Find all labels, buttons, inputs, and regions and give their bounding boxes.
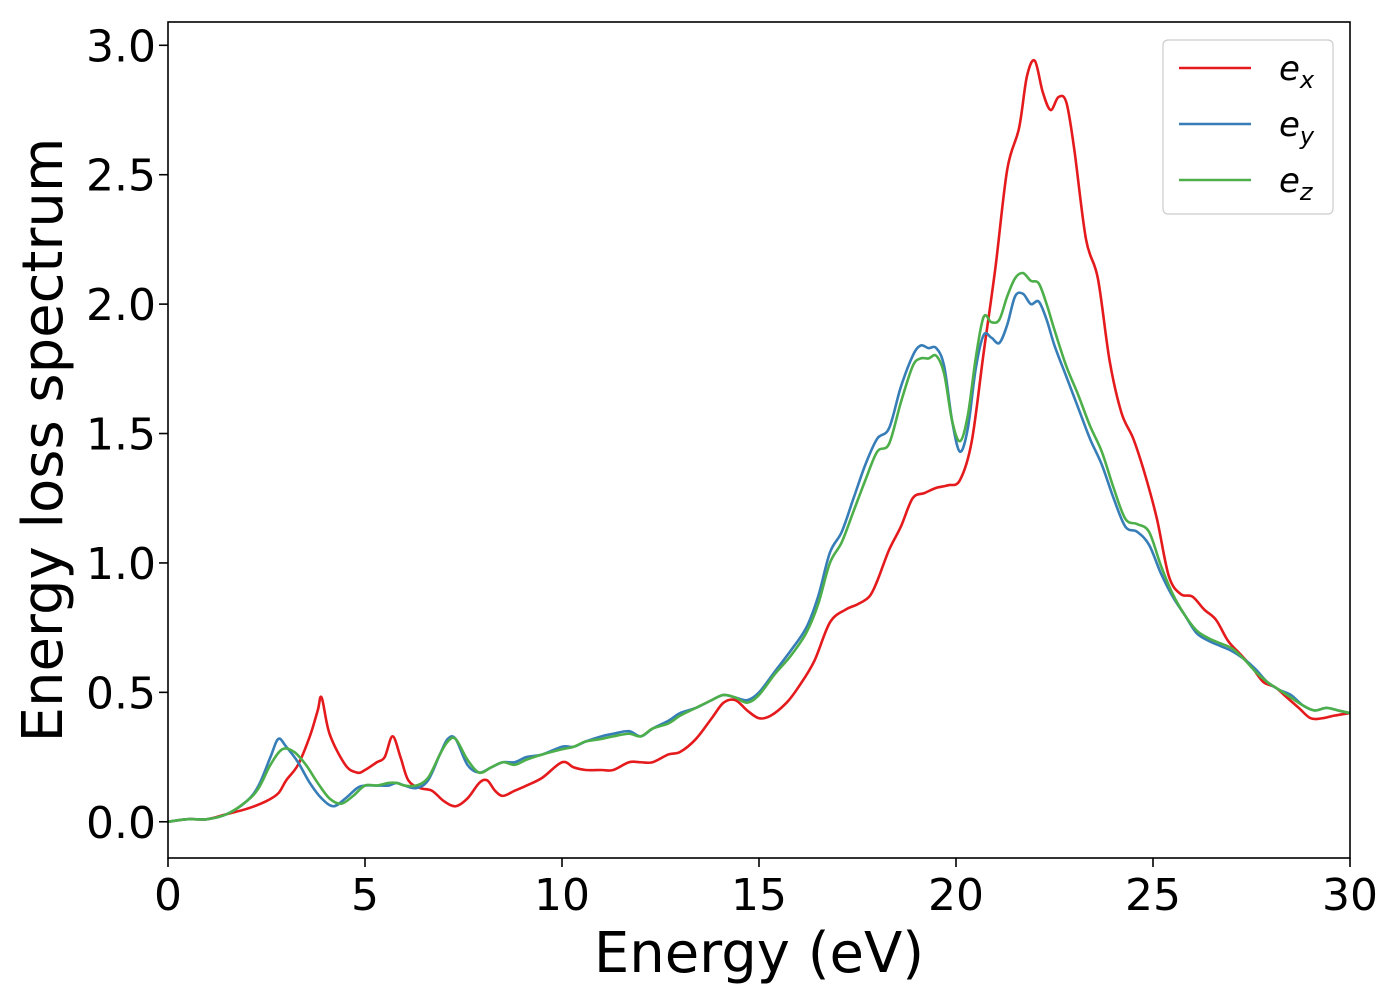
x-tick-label: 15	[731, 870, 787, 921]
legend-label-y: ey	[1279, 105, 1315, 150]
series-line-y	[168, 291, 1350, 824]
y-tick-label: 1.0	[86, 539, 156, 590]
y-axis-ticks: 0.0 0.5 1.0 1.5 2.0 2.5 3.0	[86, 21, 168, 849]
series-layer	[168, 58, 1350, 824]
y-tick-label: 3.0	[86, 21, 156, 72]
legend-label-main: e	[1279, 161, 1300, 201]
legend-box	[1162, 39, 1334, 215]
y-tick-label: 0.5	[86, 668, 156, 719]
y-tick-label: 2.5	[86, 151, 156, 202]
y-tick-label: 0.0	[86, 798, 156, 849]
legend-label-sub: x	[1299, 66, 1315, 94]
legend-label-z: ez	[1279, 161, 1314, 206]
x-tick-label: 10	[534, 870, 590, 921]
x-axis-label: Energy (eV)	[594, 921, 924, 986]
x-tick-label: 25	[1125, 870, 1181, 921]
series-line-z	[168, 271, 1350, 824]
x-tick-label: 0	[154, 870, 182, 921]
x-tick-label: 30	[1322, 870, 1378, 921]
legend-label-sub: z	[1299, 178, 1314, 206]
legend-label-sub: y	[1299, 122, 1315, 150]
series-line-x	[168, 58, 1350, 824]
x-tick-label: 20	[928, 870, 984, 921]
x-axis-ticks: 0 5 10 15 20 25 30	[154, 858, 1378, 921]
y-tick-label: 2.0	[86, 280, 156, 331]
legend-label-x: ex	[1279, 49, 1315, 94]
legend-label-main: e	[1279, 105, 1300, 145]
legend-label-main: e	[1279, 49, 1300, 89]
x-tick-label: 5	[351, 870, 379, 921]
y-axis-label: Energy loss spectrum	[11, 138, 76, 743]
y-tick-label: 1.5	[86, 410, 156, 461]
